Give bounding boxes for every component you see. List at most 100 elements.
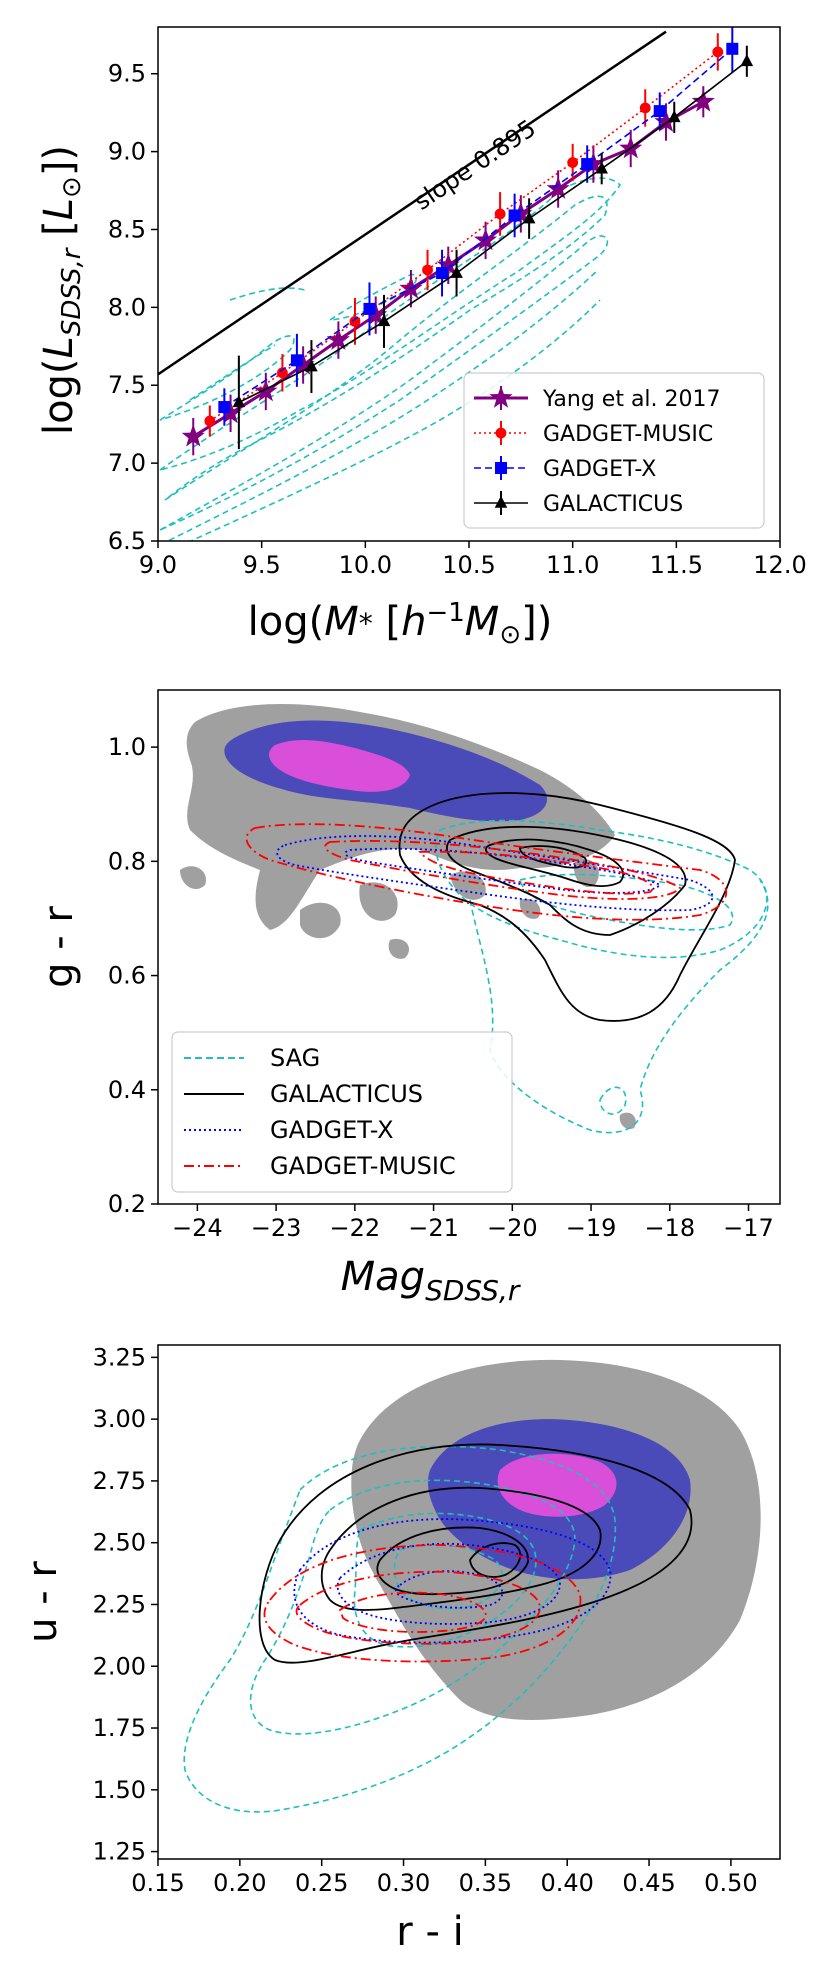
data-point (567, 157, 579, 168)
x-tick-label: 9.5 (243, 551, 281, 579)
data-point (181, 424, 205, 447)
y-tick-label: 0.8 (108, 847, 146, 875)
x-tick-label: 10.0 (339, 551, 392, 579)
series-line (209, 51, 719, 422)
legend-marker (494, 495, 508, 508)
y-tick-label: 2.75 (93, 1467, 146, 1495)
y-tick-label: 3.00 (93, 1405, 146, 1433)
legend-marker (495, 462, 507, 474)
x-tick-label: −19 (566, 1214, 617, 1242)
panel-luminosity-mass: slope 0.895 9.0 9.5 10.0 10.5 11.0 11.5 12.06.… (36, 26, 807, 650)
slope-reference-line (158, 30, 667, 376)
x-tick-label: −22 (330, 1214, 381, 1242)
data-point (581, 158, 594, 171)
y-tick-label: 8.5 (108, 215, 146, 243)
data-point (654, 109, 678, 132)
x-tick-label: 10.5 (442, 551, 495, 579)
sag-contours-panel1 (159, 177, 622, 541)
density-fill-panel3 (351, 1359, 761, 1720)
legend-item: GADGET-X (184, 1116, 394, 1144)
x-tick-label: 0.15 (131, 1869, 184, 1897)
y-tick-label: 0.2 (108, 1190, 146, 1218)
data-point (639, 102, 651, 114)
data-point (363, 302, 376, 315)
series-galacticus (232, 45, 754, 450)
x-tick-label: 0.40 (540, 1869, 593, 1897)
data-point (290, 354, 303, 367)
x-tick-label: 9.0 (139, 551, 177, 579)
legend-item: GALACTICUS (474, 491, 683, 517)
x-tick-label: −17 (723, 1214, 774, 1242)
data-point (364, 303, 388, 325)
legend-label: SAG (270, 1044, 320, 1072)
x-tick-label: −20 (487, 1214, 538, 1242)
legend-panel1: Yang et al. 2017 GADGET-MUSIC GADGET-X GALA… (463, 372, 765, 529)
series-line (223, 48, 733, 408)
y-tick-label: 2.50 (93, 1529, 146, 1557)
y-tick-label: 2.00 (93, 1652, 146, 1680)
data-point (349, 315, 361, 327)
x-tick-label: 0.20 (213, 1869, 266, 1897)
y-tick-label: 0.4 (108, 1076, 146, 1104)
plot-frame-panel3 (157, 1344, 781, 1860)
y-tick-label: 0.6 (108, 962, 146, 990)
data-point (305, 359, 318, 372)
panel-color-magnitude: −24 −23 −22 −21 −20 −19 −18 −170.20.40.60.81.0 … (36, 689, 781, 1307)
data-point (691, 89, 715, 112)
data-point (581, 151, 605, 174)
y-tick-label: 7.0 (108, 449, 146, 477)
legend-label: GADGET-X (270, 1116, 394, 1144)
x-tick-label: 0.30 (377, 1869, 430, 1897)
x-tick-label: 0.25 (295, 1869, 348, 1897)
series-gadget-x (218, 27, 739, 426)
legend-item: Yang et al. 2017 (474, 385, 721, 412)
y-axis-label-panel1: log(LSDSS,r [L⊙]) (36, 145, 87, 435)
x-axis-label-panel1: log(M* [h−1M⊙]) (248, 598, 553, 650)
y-tick-label: 7.5 (108, 371, 146, 399)
x-tick-label: −18 (644, 1214, 695, 1242)
x-tick-label: −21 (408, 1214, 459, 1242)
legend-label: GADGET-X (543, 457, 656, 482)
legend-label: GADGET-MUSIC (543, 422, 713, 447)
legend-item: GADGET-MUSIC (184, 1152, 456, 1180)
model-contours-panel3 (183, 1443, 693, 1813)
y-tick-label: 1.0 (108, 733, 146, 761)
y-tick-label: 1.75 (93, 1714, 146, 1742)
y-tick-label: 9.0 (108, 138, 146, 166)
data-point (277, 367, 288, 379)
y-tick-label: 8.0 (108, 293, 146, 321)
legend-marker (489, 385, 513, 408)
data-point (377, 314, 391, 327)
data-point (494, 208, 506, 220)
data-point (522, 211, 536, 224)
data-point (291, 352, 315, 375)
legend-item: GALACTICUS (184, 1080, 423, 1108)
plot-frame-panel2 (157, 689, 781, 1205)
model-contours-panel2 (245, 792, 769, 1134)
data-point (399, 276, 423, 299)
legend-label: GADGET-MUSIC (270, 1152, 456, 1180)
data-point (726, 42, 739, 55)
data-point (422, 264, 433, 276)
series-line (238, 60, 748, 404)
data-point (232, 395, 246, 408)
legend-item: GADGET-X (474, 456, 656, 482)
panel-color-color: 0.15 0.20 0.25 0.30 0.35 0.40 0.45 0.50 1.25 1.50… (20, 1343, 781, 1955)
data-point (667, 110, 681, 123)
y-tick-label: 6.5 (108, 527, 146, 555)
legend-label: GALACTICUS (270, 1080, 423, 1108)
x-axis-label-panel2: MagSDSS,r (341, 1254, 521, 1307)
y-axis-label-panel2: g - r (36, 906, 82, 988)
data-point (712, 46, 724, 58)
x-tick-label: 0.35 (459, 1869, 512, 1897)
x-tick-label: −23 (251, 1214, 302, 1242)
data-point (508, 209, 521, 222)
legend-label: GALACTICUS (543, 492, 683, 517)
data-point (436, 267, 449, 280)
legend-marker (495, 427, 507, 439)
data-point (254, 379, 278, 402)
y-tick-label: 1.50 (93, 1776, 146, 1804)
data-point (218, 401, 231, 414)
x-tick-label: 12.0 (753, 551, 806, 579)
x-tick-label: 11.0 (546, 551, 599, 579)
